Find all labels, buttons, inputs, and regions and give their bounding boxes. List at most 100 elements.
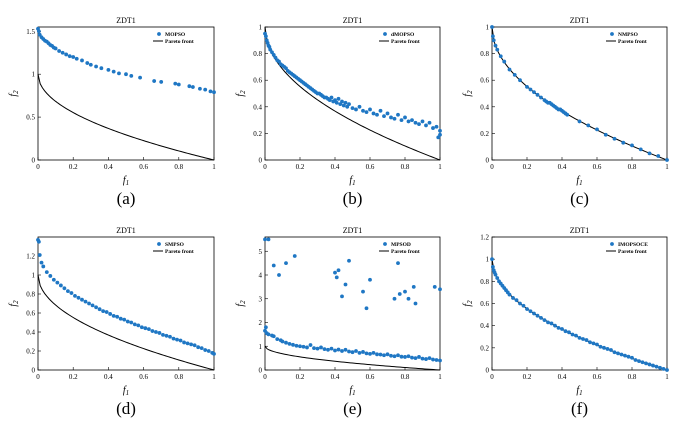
data-point: [115, 314, 120, 319]
y-tick-label: 0.8: [480, 278, 489, 286]
pareto-front-line: [37, 74, 215, 161]
plot-frame: [264, 26, 441, 161]
data-point: [129, 320, 134, 325]
data-point: [546, 320, 550, 325]
panel-title: ZDT1: [116, 16, 136, 25]
data-point: [336, 347, 341, 352]
x-tick-label: 0.2: [69, 163, 78, 171]
data-point: [567, 330, 571, 335]
x-tick-label: 0.2: [523, 373, 532, 381]
x-tick-label: 0: [263, 373, 267, 381]
legend-series-label: IMOPSOCE: [618, 242, 648, 248]
data-point: [319, 345, 323, 350]
x-tick-label: 0.8: [628, 373, 637, 381]
x-tick-label: 0.8: [174, 163, 183, 171]
x-tick-label: 0.8: [401, 373, 410, 381]
data-point: [190, 85, 195, 89]
data-point: [357, 351, 362, 355]
legend-front-label: Pareto front: [618, 39, 647, 45]
data-point: [41, 264, 46, 269]
data-point: [399, 354, 404, 359]
panel-4: ZDT1 0 0.2 0.4 0.6 0.8 1 0 0.2 0.4 0.6 0.8 1 1.2 f1 f2 S…: [8, 226, 216, 397]
legend-marker: [157, 32, 161, 36]
y-tick-label: 0.6: [480, 300, 489, 308]
data-point: [392, 116, 397, 121]
data-point: [518, 301, 522, 306]
data-point: [192, 343, 197, 348]
panel-title: ZDT1: [343, 226, 363, 235]
pareto-front-line: [491, 259, 668, 371]
data-point: [111, 69, 116, 74]
data-point: [389, 115, 393, 120]
data-point: [651, 363, 655, 368]
data-point: [124, 72, 128, 77]
data-point: [647, 151, 652, 156]
data-point: [333, 348, 337, 353]
data-point: [493, 43, 498, 48]
data-point: [90, 303, 95, 308]
data-point: [434, 124, 439, 129]
y-tick-label: 0.6: [253, 77, 262, 85]
data-point: [392, 354, 397, 359]
x-axis-label-subscript: 1: [579, 389, 583, 397]
y-axis-label-subscript: 2: [466, 300, 474, 304]
data-point: [368, 351, 372, 356]
data-point: [350, 106, 355, 111]
y-axis-label: f2: [462, 300, 474, 307]
data-point: [150, 329, 155, 333]
data-point: [185, 341, 190, 346]
data-point: [525, 84, 529, 89]
y-tick-label: 0.2: [26, 348, 35, 356]
data-point: [665, 368, 669, 372]
data-point: [36, 29, 41, 34]
data-point: [125, 319, 130, 324]
data-point: [85, 61, 90, 65]
plot-frame: [264, 236, 441, 371]
y-tick-label: 0: [486, 157, 490, 165]
data-point: [574, 333, 578, 338]
panel-caption: (b): [342, 189, 363, 208]
legend-front-label: Pareto front: [165, 249, 194, 255]
data-point: [347, 349, 351, 354]
data-point: [382, 114, 386, 119]
data-point: [396, 112, 400, 117]
data-point: [498, 54, 503, 59]
data-point: [189, 342, 194, 347]
data-point: [187, 84, 192, 89]
data-point: [392, 296, 397, 301]
data-point: [595, 342, 599, 347]
x-tick-label: 0.2: [523, 163, 532, 171]
data-point: [403, 115, 407, 120]
data-point: [263, 34, 268, 39]
data-point: [275, 337, 280, 342]
data-point: [385, 111, 390, 116]
data-point: [164, 333, 169, 338]
data-point: [136, 323, 141, 328]
data-point: [630, 355, 634, 360]
x-axis-label: f1: [576, 385, 582, 397]
data-point: [104, 310, 109, 314]
y-tick-label: 5: [259, 248, 263, 256]
data-point: [427, 120, 432, 125]
data-point: [591, 341, 596, 346]
y-tick-label: 1: [259, 343, 263, 351]
x-tick-label: 0.4: [104, 373, 113, 381]
data-point: [80, 58, 84, 63]
data-point: [53, 46, 58, 51]
data-point: [565, 112, 570, 117]
data-point: [368, 277, 372, 282]
x-tick-label: 0.8: [628, 163, 637, 171]
data-point: [413, 356, 418, 361]
data-point: [549, 321, 554, 326]
data-point: [619, 352, 624, 357]
data-point: [491, 38, 496, 43]
data-point: [413, 120, 418, 125]
data-point: [577, 119, 582, 124]
data-point: [378, 108, 383, 113]
x-axis-label-subscript: 1: [579, 179, 583, 187]
data-point: [280, 339, 285, 344]
y-tick-label: 0: [486, 367, 490, 375]
data-point: [581, 337, 585, 341]
data-point: [76, 295, 81, 300]
